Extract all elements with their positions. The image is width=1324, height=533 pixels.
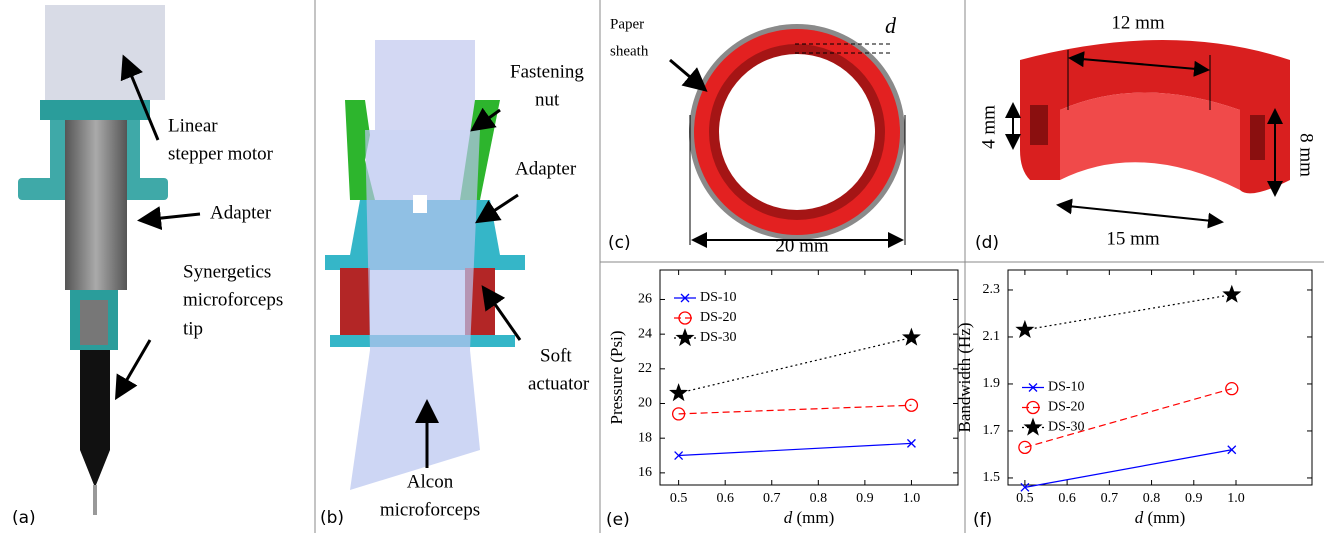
annotation: 15 mm — [1106, 228, 1160, 249]
x-axis-unit: (mm) — [1147, 508, 1185, 527]
annotation: Adapter — [515, 158, 577, 179]
legend-marker — [1023, 417, 1043, 436]
x-tick-label: 0.7 — [763, 491, 781, 506]
series-line — [1024, 388, 1232, 448]
series-line — [678, 337, 912, 394]
y-tick-label: 24 — [638, 326, 652, 341]
marker — [669, 383, 689, 402]
illustration-a — [18, 5, 201, 515]
x-axis-unit: (mm) — [796, 508, 834, 527]
marker — [1018, 440, 1032, 455]
x-tick-label: 0.5 — [670, 491, 688, 506]
marker — [904, 398, 919, 412]
series-line — [678, 404, 912, 415]
y-tick-label: 2.1 — [983, 329, 1001, 344]
annotation: tip — [183, 318, 203, 339]
x-axis-symbol: d — [1135, 508, 1144, 527]
marker — [671, 407, 686, 421]
legend-label: DS-30 — [700, 330, 737, 345]
x-axis-label: d (mm) — [784, 508, 835, 527]
x-tick-label: 1.0 — [1227, 491, 1245, 506]
plot-frame — [659, 269, 959, 486]
annotation: Linear — [168, 115, 218, 136]
x-tick-label: 0.8 — [1143, 491, 1161, 506]
y-tick-label: 2.3 — [983, 282, 1001, 297]
annotation: stepper motor — [168, 143, 274, 164]
annotation: 20 mm — [775, 235, 829, 256]
panel-label: (c) — [608, 233, 631, 253]
marker — [1222, 284, 1242, 303]
y-tick-label: 20 — [638, 396, 652, 411]
annotation: actuator — [528, 373, 590, 394]
series-line — [678, 442, 912, 457]
x-axis-symbol: d — [784, 508, 793, 527]
annotation: Soft — [540, 345, 572, 366]
x-tick-label: 0.9 — [856, 491, 874, 506]
x-tick-label: 0.9 — [1185, 491, 1203, 506]
annotation: 12 mm — [1111, 12, 1165, 33]
x-tick-label: 0.7 — [1101, 491, 1119, 506]
legend-label: DS-30 — [1048, 420, 1085, 435]
x-tick-label: 1.0 — [903, 491, 921, 506]
dividers — [314, 0, 1324, 533]
annotation: Synergetics — [183, 261, 271, 282]
panel-label: (a) — [12, 508, 36, 528]
marker — [1020, 482, 1030, 492]
illustration-d — [1005, 40, 1290, 229]
y-tick-label: 18 — [638, 430, 652, 445]
marker — [906, 438, 916, 448]
marker — [1225, 382, 1239, 396]
panel-label: (b) — [320, 508, 344, 528]
legend-label: DS-20 — [1048, 400, 1085, 415]
x-tick-label: 0.6 — [1058, 491, 1076, 506]
annotation: 8 mm — [1296, 133, 1317, 177]
marker — [1227, 445, 1237, 455]
y-axis-label: Pressure (Psi) — [607, 331, 626, 425]
y-tick-label: 1.7 — [983, 423, 1001, 438]
marker — [902, 327, 921, 346]
annotation: Fastening — [510, 61, 584, 82]
y-tick-label: 1.5 — [983, 470, 1001, 485]
x-axis-label: d (mm) — [1135, 508, 1186, 527]
panel-label: (d) — [975, 233, 999, 253]
y-tick-label: 26 — [638, 292, 652, 307]
legend-marker — [1026, 400, 1040, 415]
plot-frame — [1007, 269, 1313, 486]
x-tick-label: 0.6 — [716, 491, 734, 506]
illustration-c — [669, 24, 906, 248]
x-tick-label: 0.8 — [810, 491, 828, 506]
legend-marker — [675, 328, 695, 347]
x-tick-label: 0.5 — [1016, 491, 1034, 506]
annotation: microforceps — [183, 289, 283, 310]
y-tick-label: 16 — [638, 465, 652, 480]
y-tick-label: 22 — [638, 361, 652, 376]
series-line — [1024, 449, 1232, 488]
annotation: Paper — [610, 16, 644, 32]
annotation: nut — [535, 89, 560, 110]
annotation: sheath — [610, 43, 649, 59]
marker — [1015, 319, 1035, 338]
y-tick-label: 1.9 — [983, 376, 1001, 391]
legend-label: DS-10 — [700, 290, 737, 305]
legend-marker — [1028, 383, 1038, 392]
annotation: Adapter — [210, 202, 272, 223]
annotation: microforceps — [380, 499, 480, 520]
annotation: 4 mm — [978, 105, 999, 149]
annotation: Alcon — [407, 471, 454, 492]
legend-marker — [680, 293, 690, 303]
legend-marker — [678, 311, 692, 325]
legend-label: DS-10 — [1048, 380, 1085, 395]
panel-label: (f) — [973, 510, 992, 530]
legend-label: DS-20 — [700, 310, 737, 325]
series-line — [1024, 294, 1232, 331]
illustration-b — [325, 40, 525, 490]
panel-label: (e) — [606, 510, 630, 530]
annotation: d — [885, 13, 897, 38]
y-axis-label: Bandwidth (Hz) — [955, 322, 974, 432]
marker — [674, 451, 684, 460]
